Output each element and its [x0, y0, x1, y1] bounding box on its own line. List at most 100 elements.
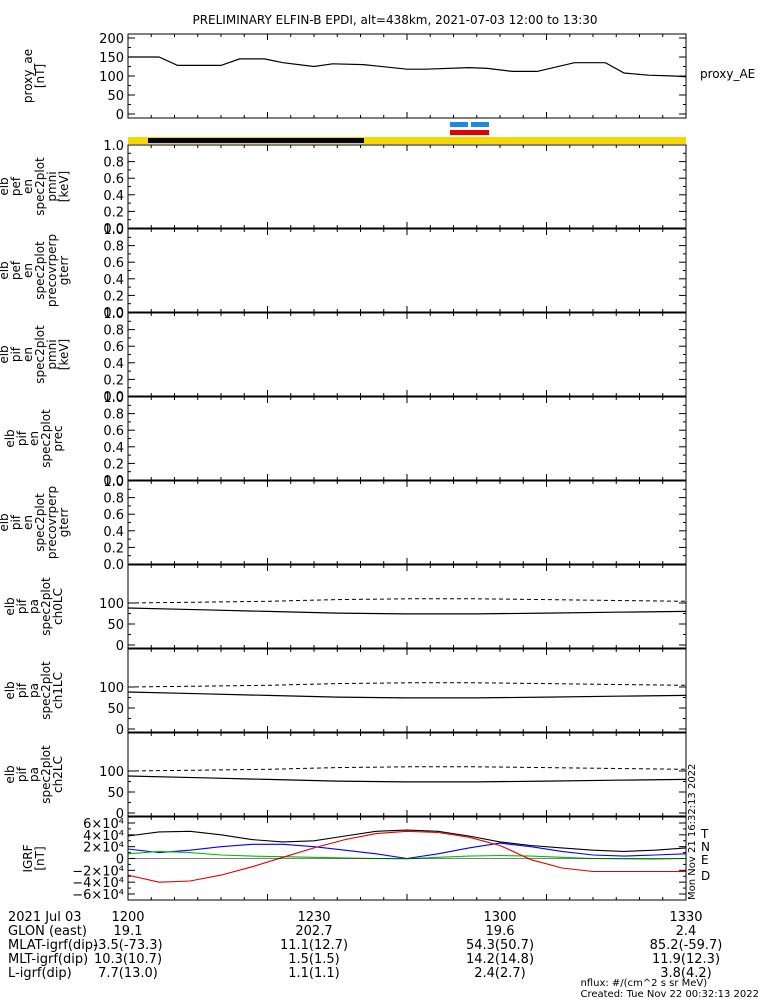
panel-ylabel: [keV] — [57, 171, 71, 202]
panel-ylabel: pa — [27, 683, 41, 698]
panel-ylabel: en — [21, 515, 35, 530]
footer-value: 54.3(50.7) — [465, 938, 535, 953]
y-tick-label: −6×10⁴ — [72, 888, 124, 903]
y-tick-label: 1.0 — [103, 307, 124, 322]
y-tick-label: 100 — [99, 681, 124, 696]
panel-ylabel: en — [27, 431, 41, 446]
panel-ylabel: [keV] — [57, 339, 71, 370]
series-solid — [127, 691, 687, 699]
panel-frame — [127, 33, 687, 119]
y-tick-label: 0 — [116, 723, 124, 738]
y-tick-label: −2×10⁴ — [72, 864, 124, 879]
panel-frame — [127, 732, 687, 817]
panel-ylabel: spec2plot — [39, 409, 53, 468]
y-tick-label: 0 — [116, 853, 124, 868]
panel-ylabel: gterr — [57, 508, 71, 537]
footer-row-date: 2021 Jul 03 1200 1230 1300 1330 — [0, 910, 775, 925]
panel-frame — [127, 396, 687, 481]
y-tick-label: 6×10⁴ — [83, 817, 124, 832]
y-tick-label: 0.8 — [103, 240, 124, 255]
y-tick-label: 0.6 — [103, 256, 124, 271]
y-tick-label: 0.2 — [103, 289, 124, 304]
y-tick-label: 0.0 — [103, 474, 124, 489]
y-tick-label: 0 — [116, 807, 124, 822]
y-tick-label: 0.2 — [103, 541, 124, 556]
footer-value: 1300 — [483, 910, 517, 925]
y-tick-label: 0.8 — [103, 156, 124, 171]
y-tick-label: 0.0 — [103, 558, 124, 573]
panel-ylabel: precovrperp — [45, 486, 59, 559]
chart-title: PRELIMINARY ELFIN-B EPDI, alt=438km, 202… — [192, 13, 597, 27]
footer-value: -3.5(-73.3) — [93, 938, 163, 953]
series-solid — [127, 775, 687, 783]
footer-value: 1200 — [111, 910, 145, 925]
series-D — [127, 830, 686, 883]
y-tick-label: 0.6 — [103, 340, 124, 355]
panel-ylabel: en — [21, 263, 35, 278]
y-tick-label: 200 — [99, 32, 124, 47]
panel-ylabel: ch2LC — [51, 756, 65, 793]
y-tick-label: 0.6 — [103, 424, 124, 439]
panel-pef_pmni: 1.0 0.80.6 0.40.2 0.0 elbpefenspec2plotpmni[… — [0, 139, 687, 237]
panel-ylabel: pmni — [45, 339, 59, 369]
panel-ylabel: pef — [9, 176, 23, 196]
footer-value: 19.6 — [485, 924, 515, 939]
y-tick-label: −4×10⁴ — [72, 876, 124, 891]
series-proxy-ae — [128, 56, 687, 78]
panel-ylabel: [nT] — [33, 64, 47, 88]
panel-pif_pmni: 1.0 0.80.6 0.40.2 0.0 elbpifenspec2plotpmni[… — [0, 307, 687, 405]
footer-value: 7.7(13.0) — [98, 966, 158, 981]
footer: 2021 Jul 03 1200 1230 1300 1330 GLON (ea… — [0, 905, 775, 1000]
panel-ylabel: elb — [0, 345, 11, 363]
y-tick-label: 0.0 — [103, 390, 124, 405]
legend-T: T — [700, 827, 709, 841]
y-tick-label: 0.2 — [103, 457, 124, 472]
y-tick-label: 100 — [99, 597, 124, 612]
panel-frame — [127, 144, 687, 229]
panel-ylabel: spec2plot — [33, 241, 47, 300]
footer-value: 85.2(-59.7) — [649, 938, 723, 953]
panel-ylabel: proxy_ae — [21, 49, 35, 103]
footer-value: 1.5(1.5) — [288, 952, 340, 967]
panel-frame — [127, 648, 687, 733]
y-tick-label: 50 — [107, 702, 124, 717]
panel-ylabel: prec — [51, 425, 65, 451]
panel-ylabel: spec2plot — [39, 577, 53, 636]
footer-label: 2021 Jul 03 — [8, 910, 82, 925]
y-tick-label: 0.6 — [103, 508, 124, 523]
footer-row-l: L-igrf(dip) 7.7(13.0) 1.1(1.1) 2.4(2.7) … — [0, 966, 775, 981]
panel-ylabel: spec2plot — [33, 325, 47, 384]
panel-frame — [127, 564, 687, 649]
panel-proxy_ae: 200 150 100 50 0 proxy_ae[nT] proxy_AE — [21, 32, 755, 123]
y-tick-label: 0.6 — [103, 172, 124, 187]
y-tick-label: 0.4 — [103, 525, 124, 540]
status-bars — [128, 122, 686, 144]
panel-ylabel: pif — [15, 430, 29, 446]
footer-label: L-igrf(dip) — [8, 966, 72, 981]
panel-frame — [127, 816, 687, 901]
footer-value: 10.3(10.7) — [93, 952, 163, 967]
footer-value: 202.7 — [295, 924, 333, 939]
panel-pif_gterr: 1.0 0.80.6 0.40.2 0.0 elbpifenspec2plotpreco… — [0, 475, 687, 573]
panel-ylabel: pif — [15, 598, 29, 614]
y-tick-label: 0.2 — [103, 205, 124, 220]
panel-ylabel: pa — [27, 599, 41, 614]
footer-value: 2.4 — [675, 924, 697, 939]
panel-ylabel: elb — [0, 513, 11, 531]
y-tick-label: 1.0 — [103, 391, 124, 406]
y-tick-label: 0.8 — [103, 408, 124, 423]
footer-value: 11.1(12.7) — [279, 938, 349, 953]
y-tick-label: 50 — [107, 618, 124, 633]
footer-value: 2.4(2.7) — [474, 966, 526, 981]
y-tick-label: 1.0 — [103, 223, 124, 238]
y-tick-label: 0.8 — [103, 324, 124, 339]
panel-frame — [127, 312, 687, 397]
panel-ylabel: pef — [9, 260, 23, 280]
footer-row-glon: GLON (east) 19.1 202.7 19.6 2.4 — [0, 924, 775, 939]
panel-ylabel: pif — [15, 766, 29, 782]
